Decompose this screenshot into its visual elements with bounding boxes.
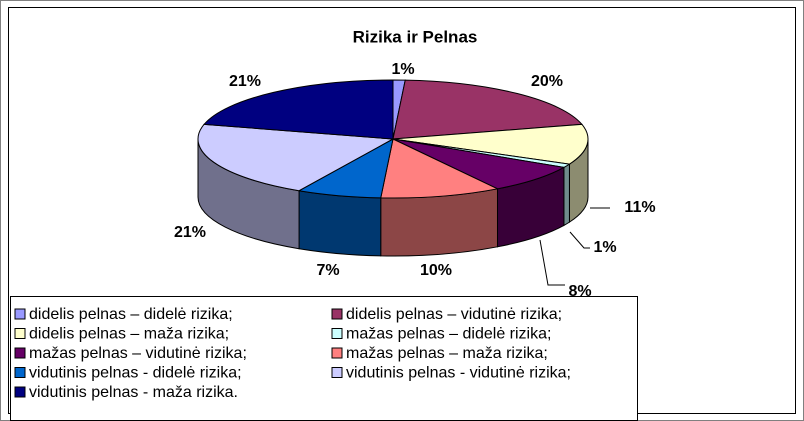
data-label: 1% (593, 239, 616, 256)
pie (197, 79, 589, 257)
slice (392, 79, 583, 140)
legend-label: mažas pelnas – didelė rizika; (346, 326, 551, 343)
legend-swatch (14, 367, 26, 378)
legend-swatch (331, 347, 343, 359)
slice-side (380, 188, 498, 257)
legend-label: didelis pelnas – vidutinė rizika; (346, 306, 562, 323)
data-label: 10% (420, 262, 452, 279)
data-label: 11% (624, 199, 655, 216)
legend-swatch (331, 308, 343, 320)
legend-swatch (14, 347, 26, 359)
legend-label: mažas pelnas – vidutinė rizika; (29, 345, 247, 362)
data-label: 8% (568, 283, 591, 300)
data-label: 20% (531, 73, 563, 90)
legend-swatch (14, 386, 26, 398)
legend-label: didelis pelnas – didelė rizika; (29, 306, 233, 323)
legend-swatch (14, 328, 26, 339)
legend-swatch (331, 367, 343, 378)
data-label: 1% (391, 61, 414, 78)
legend-box (10, 296, 638, 421)
legend-label: vidutinis pelnas - vidutinė rizika; (346, 365, 571, 382)
data-label: 7% (316, 262, 339, 279)
slice (392, 138, 566, 190)
legend-swatch (331, 328, 343, 339)
legend-label: vidutinis pelnas - maža rizika. (29, 384, 238, 401)
chart-title: Rizika ir Pelnas (353, 27, 478, 46)
slice (197, 123, 395, 192)
data-label: 21% (229, 73, 261, 90)
slice-side (563, 163, 570, 227)
slice-side (298, 190, 382, 257)
legend-label: vidutinis pelnas - didelė rizika; (29, 365, 242, 382)
slice (203, 79, 394, 140)
leader-line (569, 231, 590, 249)
slice (392, 123, 589, 165)
data-label: 21% (174, 224, 206, 241)
legend-label: didelis pelnas – maža rizika; (29, 326, 229, 343)
leader-line (539, 239, 565, 286)
legend-label: mažas pelnas – maža rizika; (346, 345, 548, 362)
slice (380, 138, 500, 199)
legend-swatch (14, 308, 26, 320)
